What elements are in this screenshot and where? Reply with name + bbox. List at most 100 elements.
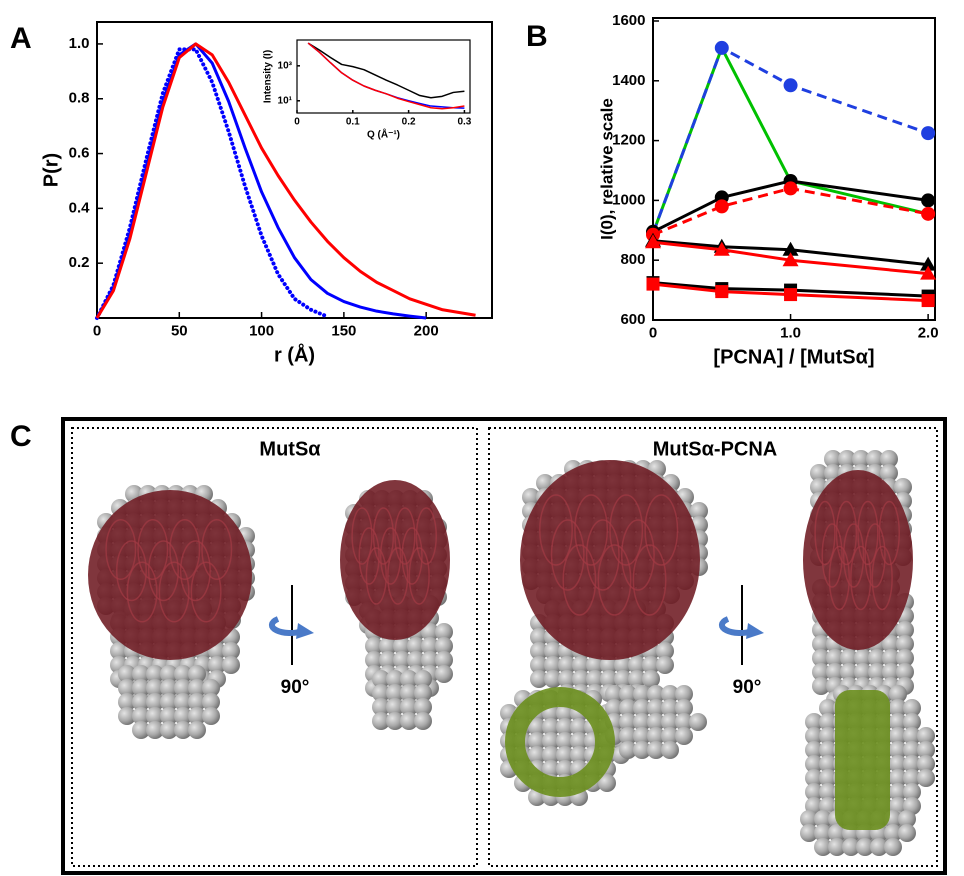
protein-helix bbox=[878, 500, 900, 566]
sphere bbox=[530, 670, 548, 688]
rotation-label: 90° bbox=[733, 677, 762, 698]
marker bbox=[921, 206, 936, 221]
sphere bbox=[819, 699, 837, 717]
protein-helix bbox=[387, 547, 409, 605]
sphere bbox=[854, 649, 872, 667]
sphere bbox=[633, 713, 651, 731]
marker bbox=[921, 126, 936, 141]
marker bbox=[921, 193, 936, 208]
sphere bbox=[812, 677, 830, 695]
sphere bbox=[542, 760, 560, 778]
panel-label: A bbox=[10, 22, 32, 55]
y-tick-label: 800 bbox=[620, 251, 645, 268]
sphere bbox=[870, 838, 888, 856]
protein-helix bbox=[358, 527, 380, 585]
rotation-arrow bbox=[718, 616, 754, 637]
sphere bbox=[614, 670, 632, 688]
sphere bbox=[542, 732, 560, 750]
sphere bbox=[386, 698, 404, 716]
sphere bbox=[675, 727, 693, 745]
protein bbox=[803, 470, 913, 650]
sphere bbox=[866, 450, 884, 468]
sphere bbox=[647, 727, 665, 745]
sphere bbox=[414, 698, 432, 716]
sphere bbox=[530, 642, 548, 660]
sphere bbox=[160, 693, 178, 711]
protein-helix bbox=[821, 523, 843, 588]
sphere bbox=[852, 450, 870, 468]
sphere bbox=[174, 693, 192, 711]
rotation-arrowhead bbox=[746, 623, 764, 639]
protein-helix bbox=[597, 544, 632, 616]
sphere bbox=[805, 769, 823, 787]
sphere bbox=[903, 713, 921, 731]
marker bbox=[783, 181, 798, 196]
sphere bbox=[814, 824, 832, 842]
protein-helix bbox=[158, 561, 190, 623]
sphere bbox=[421, 637, 439, 655]
sphere bbox=[661, 699, 679, 717]
sphere bbox=[840, 663, 858, 681]
panel-label: C bbox=[10, 420, 32, 453]
sphere bbox=[556, 718, 574, 736]
sphere bbox=[379, 651, 397, 669]
sphere bbox=[132, 721, 150, 739]
sphere bbox=[814, 810, 832, 828]
sphere bbox=[146, 707, 164, 725]
sphere bbox=[880, 464, 898, 482]
y-axis-label: Intensity (I) bbox=[263, 50, 274, 103]
sphere bbox=[542, 718, 560, 736]
sphere bbox=[898, 810, 916, 828]
protein-helix bbox=[401, 527, 423, 585]
sphere bbox=[188, 665, 206, 683]
sphere bbox=[889, 755, 907, 773]
sphere bbox=[379, 637, 397, 655]
sphere bbox=[132, 679, 150, 697]
sphere bbox=[903, 783, 921, 801]
sphere bbox=[544, 656, 562, 674]
series-line bbox=[651, 46, 929, 234]
sphere bbox=[174, 665, 192, 683]
x-axis-label: r (Å) bbox=[274, 342, 315, 366]
sphere bbox=[842, 838, 860, 856]
x-tick-label: 0 bbox=[93, 322, 101, 339]
protein-helix bbox=[415, 507, 438, 565]
protein-helix bbox=[850, 545, 872, 611]
sphere bbox=[828, 824, 846, 842]
molecule-models bbox=[88, 450, 935, 856]
sphere bbox=[132, 665, 150, 683]
sphere bbox=[898, 824, 916, 842]
y-tick-label: 10¹ bbox=[278, 95, 293, 106]
y-tick-label: 10³ bbox=[278, 60, 293, 71]
y-axis-label: P(r) bbox=[40, 153, 62, 187]
sphere bbox=[160, 721, 178, 739]
sphere bbox=[689, 713, 707, 731]
sphere bbox=[522, 488, 540, 506]
sphere bbox=[386, 684, 404, 702]
sphere bbox=[174, 679, 192, 697]
series-line bbox=[652, 240, 929, 276]
sphere bbox=[619, 685, 637, 703]
sphere bbox=[132, 693, 150, 711]
sphere bbox=[572, 670, 590, 688]
series-line bbox=[652, 186, 929, 237]
panel-box bbox=[71, 427, 478, 867]
x-tick-label: 0.2 bbox=[402, 117, 416, 128]
series-line bbox=[95, 42, 476, 319]
sphere bbox=[828, 838, 846, 856]
sphere bbox=[633, 685, 651, 703]
sphere bbox=[407, 637, 425, 655]
sphere bbox=[917, 727, 935, 745]
sphere bbox=[903, 699, 921, 717]
protein-helix bbox=[609, 494, 644, 566]
sphere bbox=[812, 635, 830, 653]
marker bbox=[782, 241, 799, 256]
marker bbox=[784, 288, 798, 302]
sphere bbox=[656, 642, 674, 660]
y-tick-label: 1600 bbox=[612, 12, 645, 29]
sphere bbox=[372, 712, 390, 730]
x-tick-label: 0 bbox=[294, 117, 300, 128]
sphere bbox=[600, 670, 618, 688]
sphere bbox=[600, 656, 618, 674]
x-tick-label: 150 bbox=[331, 322, 356, 339]
